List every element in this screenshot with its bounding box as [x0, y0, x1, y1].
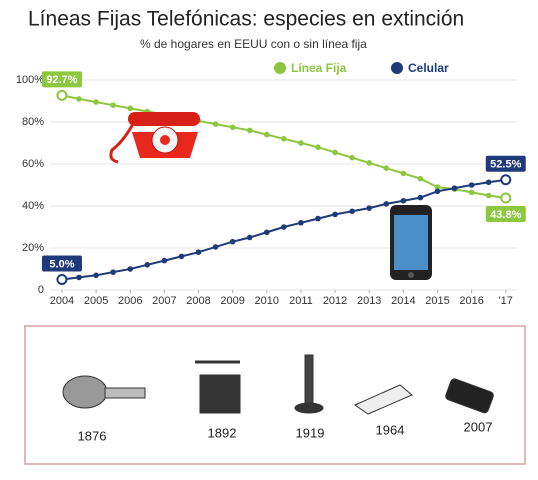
old-phone-images: [62, 354, 494, 415]
data-point: [93, 99, 99, 105]
value-label: 5.0%: [49, 258, 74, 270]
value-label-box: [485, 155, 526, 172]
data-point: [434, 188, 441, 195]
x-tick-label: 2005: [84, 295, 108, 307]
data-point: [263, 229, 270, 236]
data-point: [178, 253, 185, 260]
data-point: [500, 192, 512, 204]
data-point: [229, 124, 236, 131]
timeline-year: 1964: [376, 422, 405, 437]
y-tick-label: 100%: [16, 74, 44, 86]
data-point: [229, 238, 236, 245]
timeline-year: 1892: [208, 425, 237, 440]
data-point: [93, 272, 99, 279]
data-point: [485, 192, 492, 199]
data-point: [468, 189, 475, 196]
value-label-box: [41, 71, 82, 88]
data-point: [56, 89, 68, 101]
legend-label: Línea Fija: [291, 61, 347, 75]
data-point: [366, 205, 373, 211]
data-point: [383, 201, 390, 207]
data-point: [161, 257, 168, 264]
x-tick-label: 2012: [323, 295, 347, 307]
data-point: [383, 165, 390, 171]
y-tick-label: 80%: [22, 116, 44, 128]
x-tick-label: 2007: [152, 295, 176, 307]
data-point: [281, 224, 287, 230]
x-tick-label: 2015: [425, 295, 449, 307]
data-point: [366, 160, 373, 166]
value-label-box: [41, 255, 82, 272]
x-tick-label: 2016: [459, 295, 483, 307]
x-tick-label: 2008: [186, 295, 210, 307]
data-point: [212, 244, 219, 250]
data-point: [281, 136, 287, 142]
data-point: [468, 182, 475, 188]
data-point: [127, 266, 134, 272]
data-point: [110, 102, 116, 108]
x-tick-label: 2009: [220, 295, 244, 307]
timeline: 1876 1892 1919 1964 2007: [78, 419, 493, 443]
y-tick-label: 0: [38, 284, 44, 296]
data-point: [485, 179, 492, 186]
legend-label: Celular: [408, 61, 449, 75]
data-point: [212, 121, 219, 127]
legend-swatch: [274, 62, 286, 74]
timeline-year: 1919: [296, 425, 325, 440]
value-label-box: [485, 206, 526, 223]
data-point: [400, 170, 407, 177]
data-point: [298, 140, 304, 146]
data-point: [127, 105, 134, 112]
data-point: [332, 149, 338, 156]
data-point: [195, 249, 202, 255]
x-tick-label: 2014: [391, 295, 415, 307]
data-point: [246, 234, 253, 241]
x-tick-label: 2004: [50, 295, 74, 307]
data-point: [500, 174, 512, 186]
value-label: 52.5%: [490, 159, 521, 171]
x-tick-label: '17: [499, 295, 513, 307]
x-tick-label: 2013: [357, 295, 381, 307]
data-point: [110, 269, 116, 275]
data-point: [434, 184, 441, 190]
data-point: [332, 211, 338, 218]
rotary-phone-image: [109, 112, 200, 164]
x-tick-label: 2010: [255, 295, 279, 307]
data-point: [417, 194, 424, 201]
legend-swatch: [391, 62, 403, 74]
smartphone-image: [390, 205, 432, 280]
chart-title: Líneas Fijas Telefónicas: especies en ex…: [28, 8, 464, 31]
x-tick-label: 2011: [289, 295, 313, 307]
value-label: 92.7%: [46, 74, 77, 86]
data-point: [417, 175, 424, 182]
data-point: [315, 215, 321, 222]
timeline-year: 1876: [78, 428, 107, 443]
data-point: [298, 220, 304, 226]
data-point: [400, 197, 407, 204]
data-point: [76, 274, 82, 281]
data-point: [451, 185, 458, 191]
y-tick-label: 20%: [22, 242, 44, 254]
x-tick-label: 2006: [118, 295, 142, 307]
value-label: 43.8%: [490, 209, 521, 221]
timeline-year: 2007: [464, 419, 493, 434]
data-point: [246, 127, 253, 134]
data-point: [349, 208, 355, 215]
data-point: [144, 262, 151, 268]
plot: 0 20% 40% 60% 80% 100% 2004 2005 2006 2007 2008 200…: [16, 61, 526, 307]
y-tick-label: 60%: [22, 158, 44, 170]
data-point: [263, 131, 270, 138]
chart-subtitle: % de hogares en EEUU con o sin línea fij…: [140, 37, 367, 51]
data-point: [349, 154, 355, 161]
series-line: [61, 94, 506, 200]
data-point: [76, 96, 82, 102]
data-point: [315, 144, 321, 150]
data-point: [56, 274, 68, 285]
y-tick-label: 40%: [22, 200, 44, 212]
